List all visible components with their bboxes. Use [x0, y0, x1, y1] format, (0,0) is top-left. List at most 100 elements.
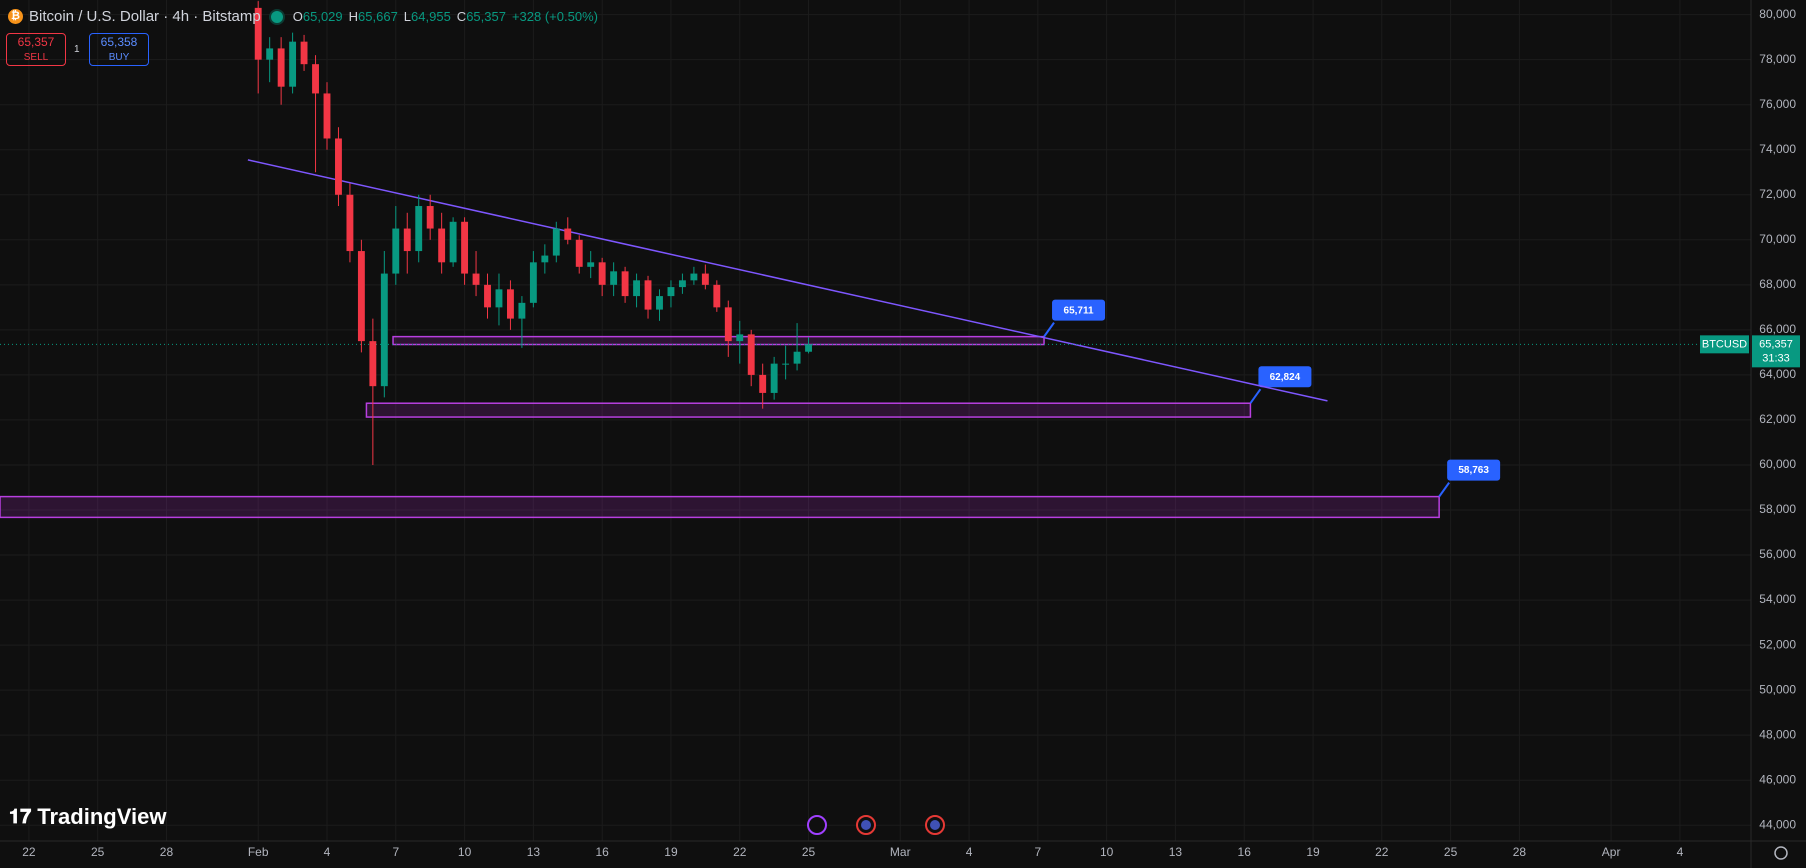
x-tick-label: 13	[1169, 845, 1183, 859]
coin-icon: ₿	[8, 9, 23, 24]
change: +328 (+0.50%)	[511, 9, 598, 24]
ohlc: O65,029 H65,667 L64,955 C65,357	[293, 9, 506, 24]
price-tag-text: 65,357	[1759, 338, 1793, 350]
x-tick-label: 19	[1306, 845, 1320, 859]
candle-body	[552, 228, 560, 256]
candle-body	[678, 280, 686, 288]
candle-body	[346, 194, 354, 252]
candle-body	[724, 307, 732, 342]
price-tag	[1752, 335, 1800, 368]
x-tick-label: 25	[802, 845, 816, 859]
x-tick-label: 16	[1238, 845, 1252, 859]
x-tick-label: 4	[1677, 845, 1684, 859]
y-tick-label: 62,000	[1759, 412, 1796, 426]
x-tick-label: 7	[1035, 845, 1042, 859]
candle-body	[793, 351, 801, 364]
candle-body	[277, 48, 285, 87]
y-tick-label: 52,000	[1759, 637, 1796, 651]
x-tick-label: 19	[664, 845, 678, 859]
candle-body	[805, 344, 812, 352]
symbol-tag-text: BTCUSD	[1702, 338, 1747, 350]
candle-body	[426, 206, 434, 229]
x-tick-label: 22	[1375, 845, 1389, 859]
sell-price: 65,357	[17, 35, 55, 49]
x-tick-label: 25	[1444, 845, 1458, 859]
candle-body	[289, 41, 297, 87]
candle-body	[369, 341, 377, 387]
y-tick-label: 50,000	[1759, 682, 1796, 696]
x-tick-label: 25	[91, 845, 105, 859]
x-tick-label: 13	[527, 845, 541, 859]
settings-icon	[1774, 846, 1788, 860]
candle-body	[575, 239, 583, 267]
candle-body	[541, 255, 549, 263]
candle-body	[690, 273, 698, 281]
x-tick-label: 7	[392, 845, 399, 859]
sell-label: SELL	[23, 52, 49, 63]
countdown-text: 31:33	[1762, 352, 1790, 364]
brand-name: TradingView	[37, 804, 167, 829]
candle-body	[472, 273, 480, 285]
candle-body	[484, 284, 491, 308]
price-zone	[0, 495, 1440, 519]
y-tick-label: 60,000	[1759, 457, 1796, 471]
x-tick-label: 28	[160, 845, 174, 859]
candle-body	[438, 228, 446, 263]
candle-body	[564, 228, 572, 240]
buy-button[interactable]: 65,358 BUY	[89, 33, 149, 66]
ohlc-value: 65,357	[466, 9, 506, 24]
candle-body	[495, 289, 503, 308]
candle-body	[644, 280, 652, 310]
zone-label: 62,824	[1270, 372, 1301, 383]
candle-body	[587, 262, 595, 267]
x-tick-label: 22	[22, 845, 36, 859]
symbol-title[interactable]: Bitcoin / U.S. Dollar · 4h · Bitstamp	[29, 8, 261, 25]
ohlc-key: L	[403, 9, 412, 24]
price-zone	[392, 335, 1045, 346]
callout-box	[1258, 366, 1312, 388]
y-tick-label: 54,000	[1759, 592, 1796, 606]
callout-box	[1052, 299, 1106, 321]
header: ₿ Bitcoin / U.S. Dollar · 4h · Bitstamp …	[8, 8, 598, 25]
sell-button[interactable]: 65,357 SELL	[6, 33, 66, 66]
candle-body	[335, 138, 342, 195]
buy-label: BUY	[108, 52, 130, 63]
y-tick-label: 44,000	[1759, 817, 1796, 831]
y-tick-label: 46,000	[1759, 772, 1796, 786]
event-icon-inner	[861, 820, 871, 830]
y-tick-label: 58,000	[1759, 502, 1796, 516]
x-tick-label: 28	[1513, 845, 1527, 859]
x-tick-label: Feb	[248, 845, 269, 859]
x-tick-label: 16	[595, 845, 609, 859]
callout-box	[1447, 459, 1501, 481]
y-tick-label: 66,000	[1759, 322, 1796, 336]
ohlc-key: H	[348, 9, 359, 24]
callout-pointer	[1249, 388, 1262, 404]
y-tick-label: 68,000	[1759, 277, 1796, 291]
price-zone	[365, 402, 1252, 418]
y-tick-label: 80,000	[1759, 7, 1796, 21]
candle-body	[598, 262, 606, 285]
candle-body	[323, 93, 331, 139]
ohlc-key: O	[292, 9, 303, 24]
symbol-tag	[1700, 335, 1749, 354]
candle-body	[701, 273, 709, 285]
y-tick-label: 72,000	[1759, 187, 1796, 201]
candle-body	[736, 334, 744, 342]
ohlc-key: C	[456, 9, 467, 24]
zone-label: 58,763	[1458, 465, 1489, 476]
candle-body	[380, 273, 388, 387]
event-icon	[807, 815, 827, 835]
event-icon-inner	[930, 820, 940, 830]
candle-body	[312, 64, 319, 94]
y-tick-label: 76,000	[1759, 97, 1796, 111]
buy-price: 65,358	[100, 35, 138, 49]
x-tick-label: 10	[458, 845, 472, 859]
candle-body	[610, 271, 618, 285]
ohlc-value: 64,955	[411, 9, 451, 24]
y-tick-label: 56,000	[1759, 547, 1796, 561]
candle-body	[266, 48, 274, 60]
brand-logo[interactable]: 𝟏𝟕 TradingView	[9, 804, 166, 830]
status-dot	[268, 8, 285, 25]
